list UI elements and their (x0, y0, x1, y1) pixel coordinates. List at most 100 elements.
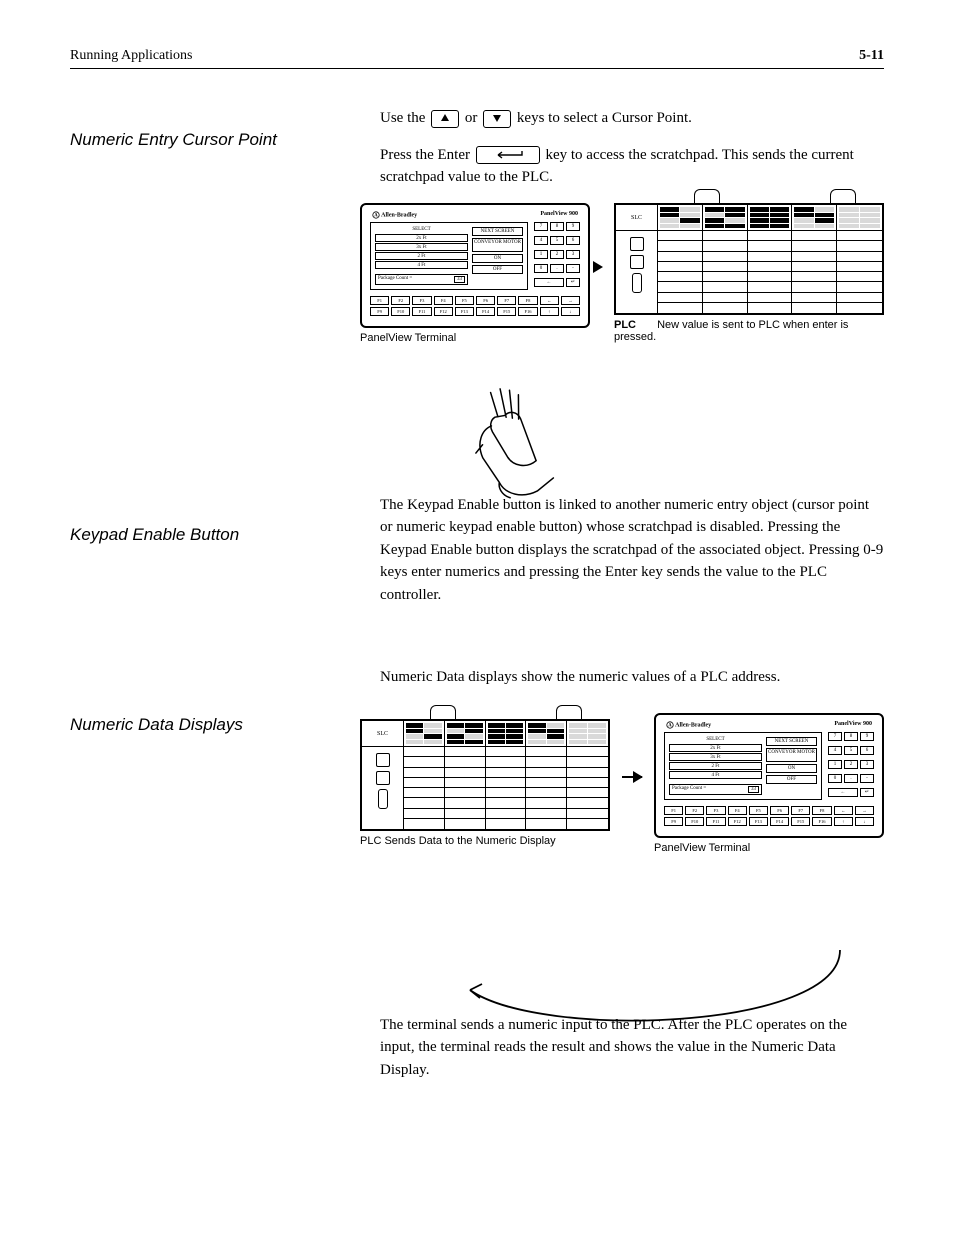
fkey: F6 (476, 296, 495, 305)
cpu-label: SLC (616, 205, 657, 231)
off-btn: OFF (766, 775, 817, 784)
side-buttons: NEXT SCREEN CONVEYOR MOTOR ON OFF (766, 737, 817, 795)
list-item: 2 Ft (669, 762, 762, 770)
plc-slot (658, 205, 703, 313)
plc-slot (526, 721, 567, 829)
list-item: 4 Ft (669, 771, 762, 779)
numpad-key: - (566, 264, 580, 273)
hand-icon (445, 376, 574, 513)
plc-clip (830, 189, 856, 205)
fkey: ↑ (540, 307, 559, 316)
section2-label: Keypad Enable Button (70, 525, 290, 545)
fkey: F10 (685, 817, 704, 826)
terminal-brand: A Allen-Bradley PanelView 900 (664, 721, 874, 732)
cpu-port (376, 771, 390, 785)
plc-caption-2: PLC Sends Data to the Numeric Display (360, 835, 610, 847)
numpad-key: 7 (534, 222, 548, 231)
fkey: F8 (518, 296, 537, 305)
plc-slot (748, 205, 793, 313)
fkey: F11 (412, 307, 431, 316)
numpad-key: - (860, 774, 874, 783)
fkey: F3 (706, 806, 725, 815)
figure-terminal-2: A Allen-Bradley PanelView 900 SELECT 2x … (654, 713, 884, 854)
numpad-key: 0 (534, 264, 548, 273)
count-line: Package Count = 33 (375, 274, 468, 285)
list-item: 2 Ft (375, 252, 468, 260)
s1p2-a: Press the Enter (380, 147, 470, 163)
fkey: ← (540, 296, 559, 305)
numpad-key: 4 (534, 236, 548, 245)
numpad-back: ← (534, 278, 564, 287)
numpad: 7 8 9 4 5 6 1 2 3 0 . - ← ↵ (828, 732, 874, 800)
terminal-screen: SELECT 2x Ft 3x Ft 2 Ft 4 Ft Package Cou… (664, 732, 822, 800)
next-screen-btn: NEXT SCREEN (472, 227, 523, 236)
on-btn: ON (472, 254, 523, 263)
numpad-key: 7 (828, 732, 842, 741)
numpad-key: 3 (566, 250, 580, 259)
fig2-caption: PanelView Terminal (654, 842, 884, 854)
list-item: 4 Ft (375, 261, 468, 269)
fkey: ↓ (855, 817, 874, 826)
brand-left-text: Allen-Bradley (675, 722, 711, 728)
fkey: F14 (476, 307, 495, 316)
figure-terminal-1: A Allen-Bradley PanelView 900 SELECT 2x … (360, 203, 590, 344)
count-line: Package Count = 33 (669, 784, 762, 795)
plc-slot (445, 721, 486, 829)
plc-clip (694, 189, 720, 205)
numpad-enter: ↵ (860, 788, 874, 797)
plc-slot (567, 721, 608, 829)
numpad-key: 0 (828, 774, 842, 783)
plc-label: PLC (614, 319, 636, 331)
s1p1-b: or (465, 110, 478, 126)
section2-p1: The Keypad Enable button is linked to an… (380, 494, 884, 607)
list-item: 3x Ft (669, 753, 762, 761)
chapter-title: Running Applications (70, 48, 193, 64)
figure-plc-1: SLC PLC New value is sent to (614, 203, 884, 343)
numpad-key: 5 (844, 746, 858, 755)
numpad-key: 9 (566, 222, 580, 231)
up-arrow-key (431, 110, 459, 128)
fkey: ↑ (834, 817, 853, 826)
fkey: F10 (391, 307, 410, 316)
section3-label: Numeric Data Displays (70, 715, 290, 735)
s1p1-c: keys to select a Cursor Point. (517, 110, 692, 126)
arrow-right-icon (622, 776, 642, 778)
fkey: → (855, 806, 874, 815)
section1-label: Numeric Entry Cursor Point (70, 130, 290, 150)
fkey: → (561, 296, 580, 305)
plc-slot (703, 205, 748, 313)
list-item: 2x Ft (375, 234, 468, 242)
plc-clip (556, 705, 582, 721)
numpad-key: 1 (534, 250, 548, 259)
side-buttons: NEXT SCREEN CONVEYOR MOTOR ON OFF (472, 227, 523, 285)
terminal-list: SELECT 2x Ft 3x Ft 2 Ft 4 Ft Package Cou… (669, 737, 762, 795)
numpad-key: 2 (550, 250, 564, 259)
page-number: 5-11 (859, 48, 884, 64)
numpad-key: 9 (860, 732, 874, 741)
numpad-key: . (550, 264, 564, 273)
plc-slot (837, 205, 882, 313)
down-arrow-key (483, 110, 511, 128)
fkey: F13 (455, 307, 474, 316)
section3-p1: Numeric Data displays show the numeric v… (380, 666, 884, 689)
numpad-key: 8 (550, 222, 564, 231)
plc-device-2: SLC (360, 719, 610, 831)
plc-slot (486, 721, 527, 829)
plc-device: SLC (614, 203, 884, 315)
fkey: F7 (497, 296, 516, 305)
brand-left: A Allen-Bradley (666, 721, 711, 729)
plc-caption-1: PLC New value is sent to PLC when enter … (614, 319, 884, 343)
cpu-db9-port (632, 273, 642, 293)
brand-right: PanelView 900 (540, 211, 578, 219)
curve-arrow-icon (420, 940, 880, 1050)
numpad-enter: ↵ (566, 278, 580, 287)
plc-desc: New value is sent to PLC when enter is p… (614, 319, 848, 343)
cpu-port (630, 255, 644, 269)
numpad: 7 8 9 4 5 6 1 2 3 0 . - ← ↵ (534, 222, 580, 290)
fkey: F11 (706, 817, 725, 826)
cpu-port (376, 753, 390, 767)
section1-p1: Use the or keys to select a Cursor Point… (380, 107, 884, 130)
fkey: F5 (455, 296, 474, 305)
fkey: F6 (770, 806, 789, 815)
fig1-caption: PanelView Terminal (360, 332, 590, 344)
